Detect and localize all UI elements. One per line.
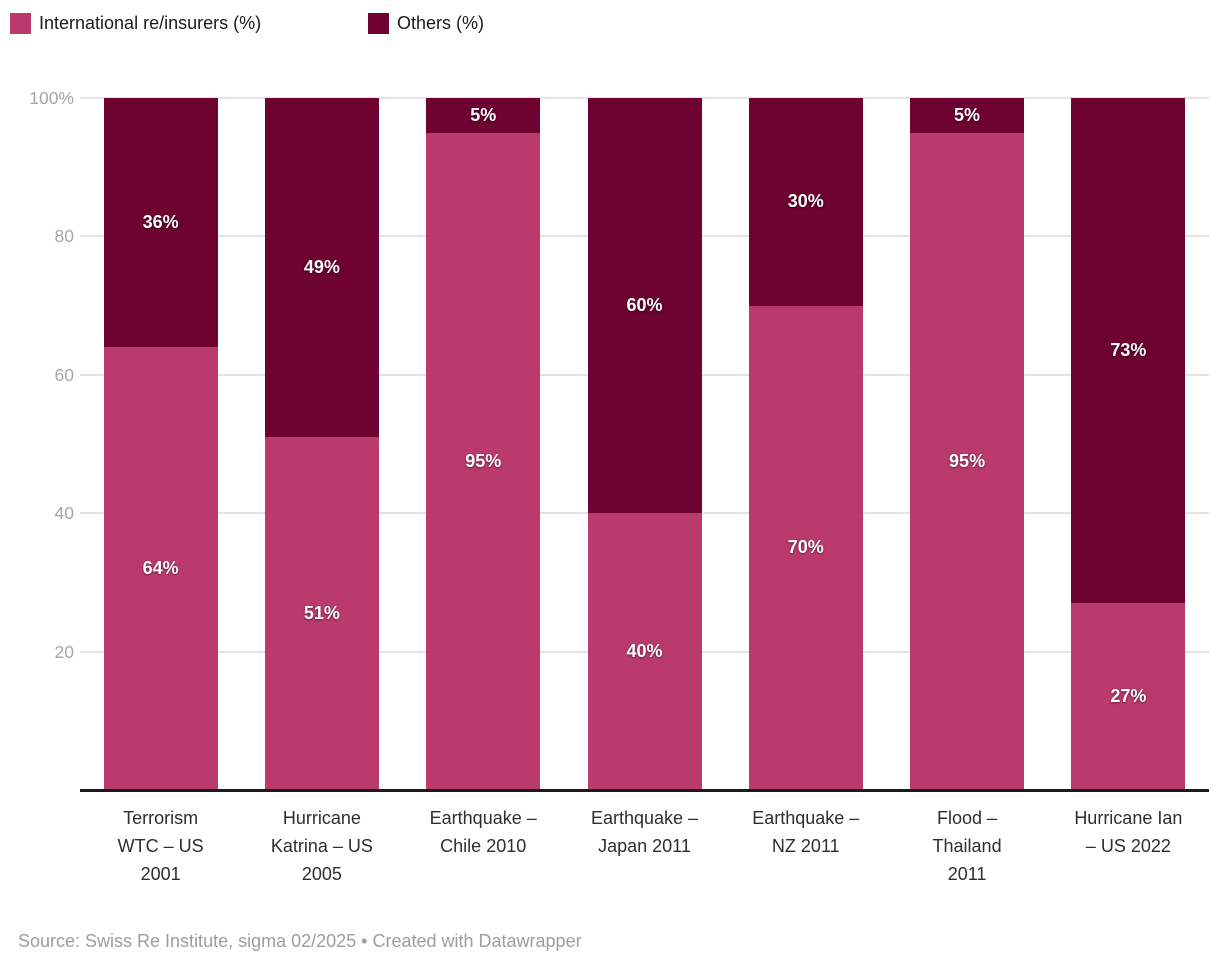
bar-segment-others: 73% [1071,98,1186,604]
bar-segment-international-reinsurers: 70% [748,305,863,790]
bar-value-label: 30% [787,191,824,212]
category-label-3: Earthquake – Chile 2010 [429,808,537,856]
legend-label: Others (%) [397,13,485,33]
bar-1: 36% 64% [103,98,218,790]
bar-3: 5% 95% [426,98,541,790]
legend-label: International re/insurers (%) [39,13,262,33]
legend-swatch-others-icon [368,13,389,34]
bar-7: 73% 27% [1071,98,1186,790]
legend-swatch-international-reinsurers-icon [10,13,31,34]
bar-value-label: 36% [142,212,179,233]
y-tick-label-60: 60 [54,364,74,385]
category-label-2: Hurricane Katrina – US 2005 [270,808,373,884]
bar-segment-international-reinsurers: 95% [910,132,1025,790]
legend: International re/insurers (%) Others (%) [0,0,1220,48]
source-attribution: Source: Swiss Re Institute, sigma 02/202… [18,931,582,951]
bar-segment-others: 60% [587,98,702,514]
bar-segment-others: 5% [910,98,1025,133]
category-label-5: Earthquake – NZ 2011 [752,808,860,856]
bar-5: 30% 70% [748,98,863,790]
bar-segment-international-reinsurers: 27% [1071,603,1186,790]
bar-value-label: 95% [949,450,986,471]
bar-value-label: 49% [303,257,340,278]
bar-value-label: 5% [470,104,497,125]
y-tick-label-20: 20 [54,641,74,662]
bar-value-label: 27% [1110,686,1147,707]
plot-area: 100% 80 60 40 20 36% 64% 49% 51% 5% 95% 60% 40% 30% 70… [29,88,1209,792]
bar-segment-others: 36% [103,98,218,348]
category-label-7: Hurricane Ian – US 2022 [1074,808,1183,856]
bar-segment-international-reinsurers: 95% [426,132,541,790]
y-tick-label-100: 100% [29,88,74,108]
bar-value-label: 64% [142,558,179,579]
bar-segment-others: 5% [426,98,541,133]
bar-6: 5% 95% [910,98,1025,790]
bar-segment-international-reinsurers: 64% [103,347,218,790]
category-label-6: Flood – Thailand 2011 [932,808,1002,884]
bar-2: 49% 51% [264,98,379,790]
y-tick-label-80: 80 [54,226,74,247]
bar-value-label: 70% [787,537,824,558]
bar-value-label: 73% [1110,340,1147,361]
bar-segment-international-reinsurers: 40% [587,513,702,790]
legend-item-others: Others (%) [368,13,484,34]
bar-4: 60% 40% [587,98,702,790]
category-label-1: Terrorism WTC – US 2001 [117,808,204,884]
bar-value-label: 5% [954,104,981,125]
bar-segment-international-reinsurers: 51% [264,437,379,790]
bar-value-label: 51% [303,603,340,624]
bar-value-label: 60% [626,295,663,316]
category-label-4: Earthquake – Japan 2011 [590,808,699,856]
legend-item-international-reinsurers: International re/insurers (%) [10,13,261,34]
bar-value-label: 95% [465,450,502,471]
y-tick-label-40: 40 [54,503,74,524]
x-axis-line [80,789,1209,792]
category-axis-labels: Terrorism WTC – US 2001 Hurricane Katrina… [80,804,1209,904]
bar-segment-others: 49% [264,98,379,438]
bar-segment-others: 30% [748,98,863,306]
bar-value-label: 40% [626,641,663,662]
